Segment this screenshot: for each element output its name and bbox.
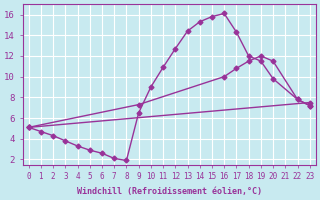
X-axis label: Windchill (Refroidissement éolien,°C): Windchill (Refroidissement éolien,°C) [77,187,262,196]
